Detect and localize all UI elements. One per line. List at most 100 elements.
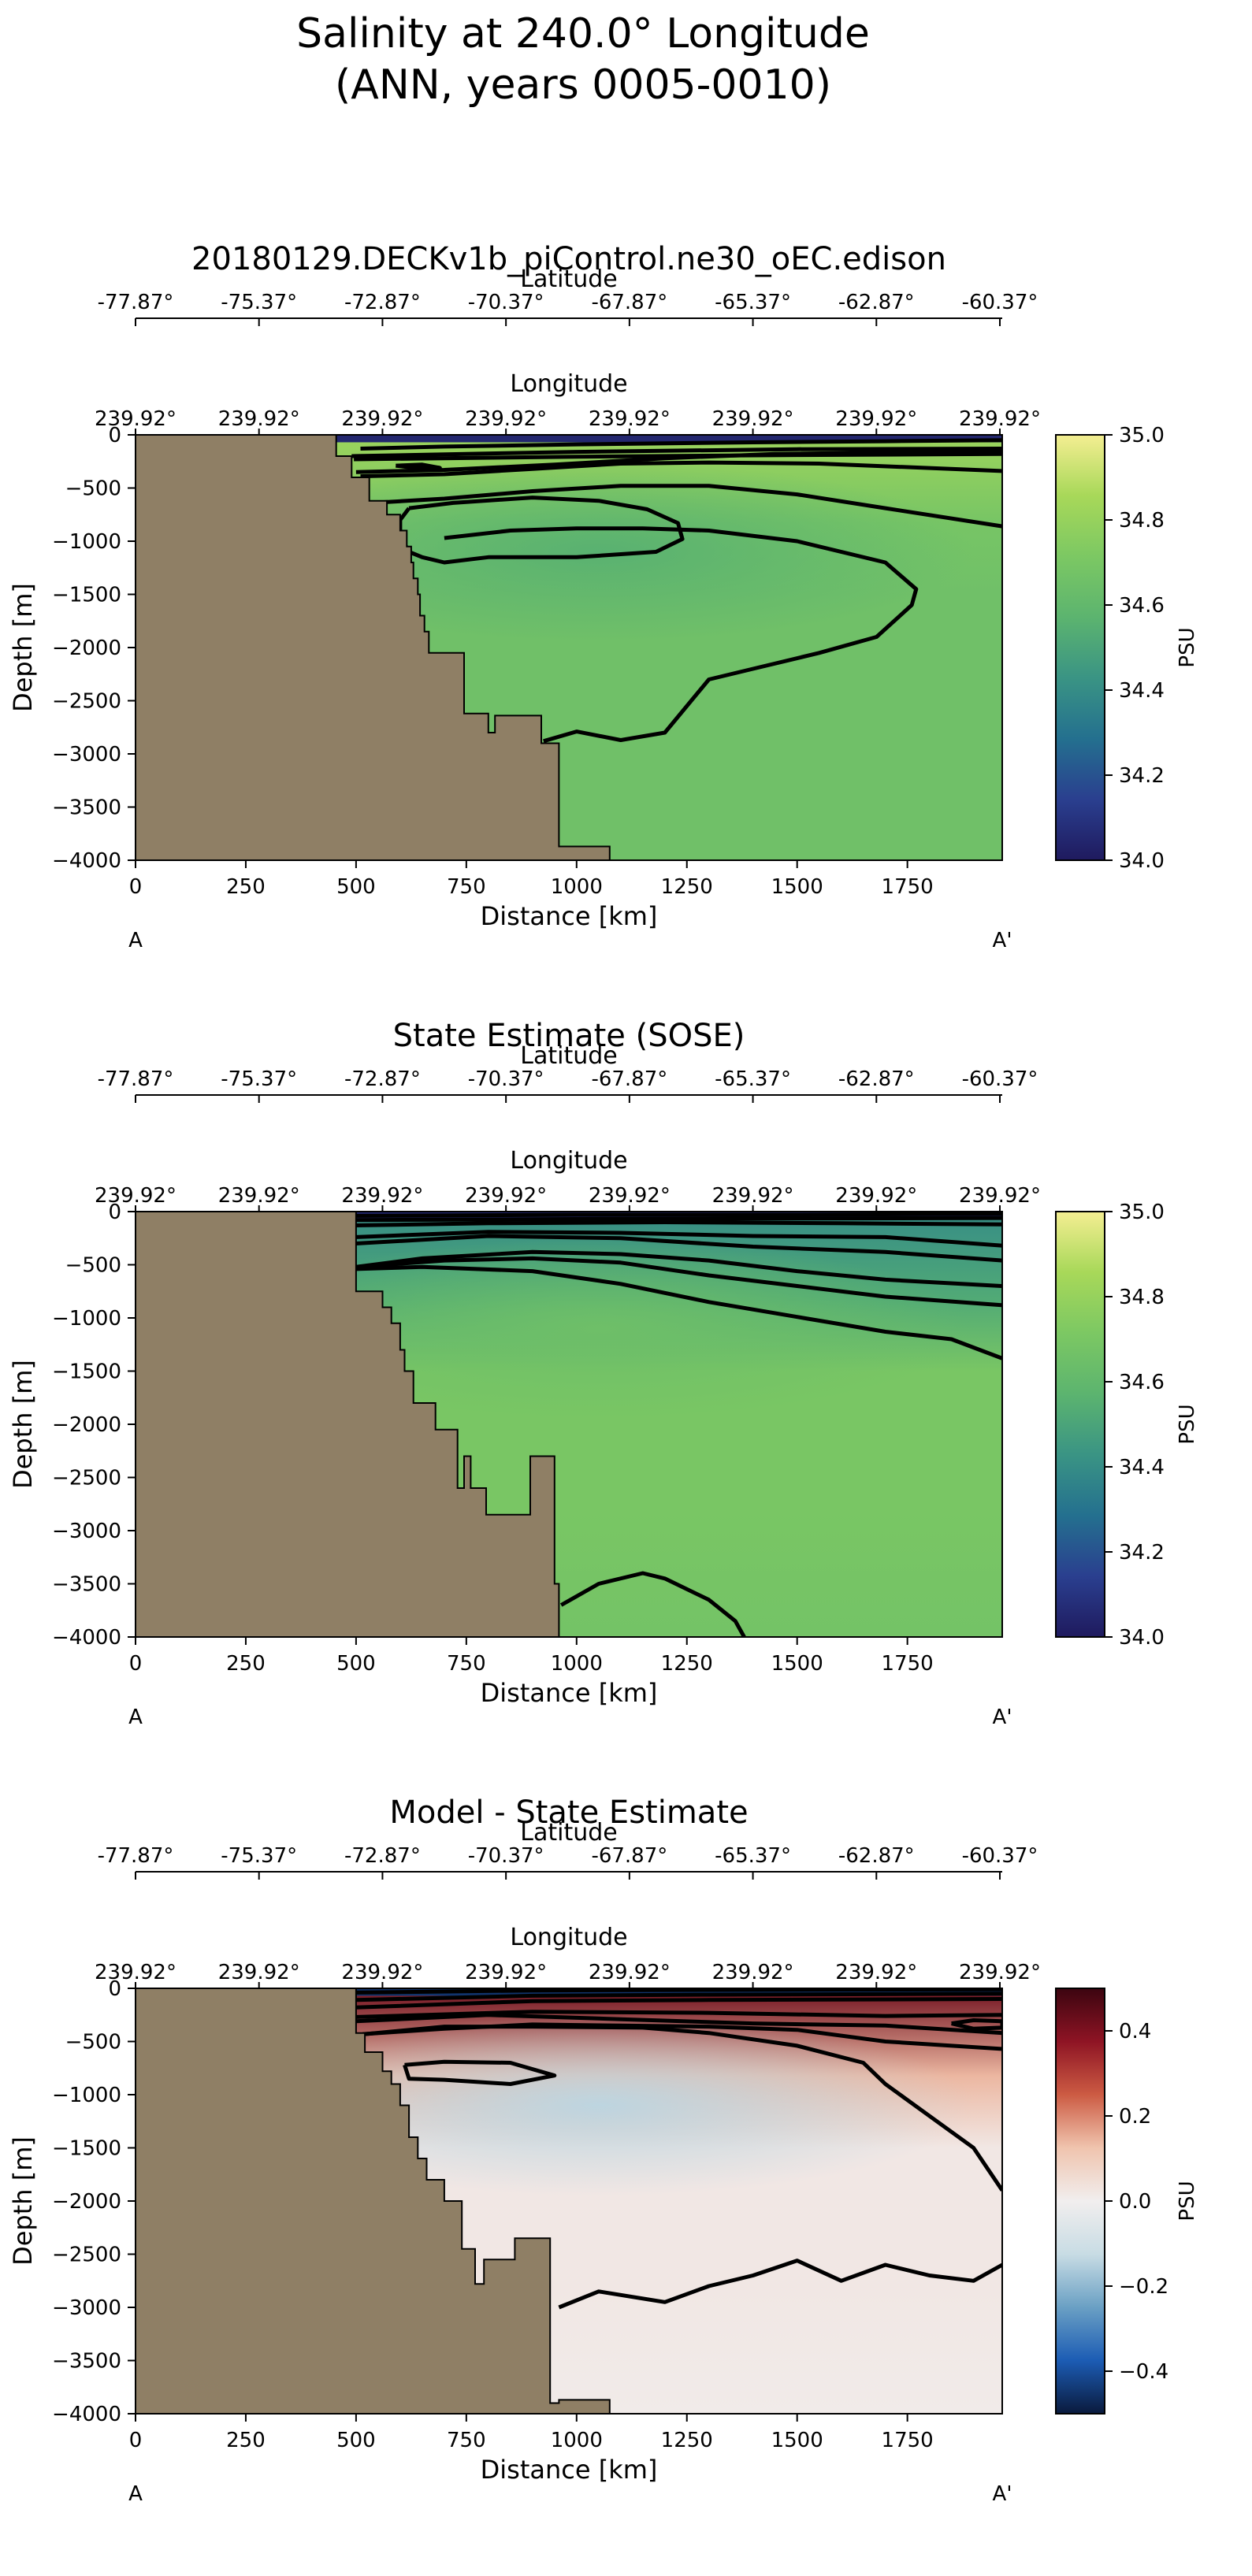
contour-line <box>360 438 1002 451</box>
x-tick-label: 500 <box>336 2429 376 2452</box>
latitude-tick-label: -65.37° <box>715 1067 791 1091</box>
x-tick-label: 1000 <box>551 1652 603 1676</box>
latitude-tick-label: -72.87° <box>344 291 421 314</box>
y-tick-label: 0 <box>108 1201 121 1224</box>
y-axis-label: Depth [m] <box>8 583 38 712</box>
x-tick-label: 1500 <box>771 875 823 899</box>
contour-line <box>371 484 1002 529</box>
panel-model: 20180129.DECKv1b_piControl.ne30_oEC.edis… <box>8 241 1199 952</box>
latitude-tick-label: -67.87° <box>591 291 667 314</box>
latitude-tick-label: -62.87° <box>838 1844 915 1868</box>
colorbar-label: PSU <box>1176 627 1199 667</box>
x-tick-label: 750 <box>447 875 486 899</box>
colorbar-tick-label: 34.4 <box>1119 1456 1165 1479</box>
colorbar-label: PSU <box>1176 1404 1199 1444</box>
x-tick-label: 250 <box>226 875 266 899</box>
x-tick-label: 1750 <box>882 1652 934 1676</box>
salinity-field <box>136 435 1002 860</box>
latitude-tick-label: -75.37° <box>221 291 297 314</box>
latitude-tick-label: -75.37° <box>221 1844 297 1868</box>
contour-line <box>355 1249 1002 1288</box>
x-tick-label: 1250 <box>661 2429 713 2452</box>
y-tick-label: −2500 <box>52 690 121 714</box>
colorbar <box>1055 434 1105 861</box>
colorbar-tick-label: 34.0 <box>1119 849 1165 873</box>
longitude-tick-label: 239.92° <box>712 407 794 431</box>
colorbar-tick-label: 34.2 <box>1119 1541 1165 1565</box>
x-axis-label: Distance [km] <box>481 901 658 931</box>
y-tick-label: −1500 <box>52 1360 121 1384</box>
latitude-tick-label: -77.87° <box>98 291 174 314</box>
panel-title: State Estimate (SOSE) <box>393 1018 745 1054</box>
latitude-tick-label: -62.87° <box>838 291 915 314</box>
x-tick-label: 1250 <box>661 875 713 899</box>
contour-line <box>444 526 919 744</box>
y-tick-label: −3500 <box>52 1573 121 1597</box>
y-tick-label: −2000 <box>52 637 121 660</box>
x-tick-label: 0 <box>129 2429 143 2452</box>
contour-line <box>355 1991 1002 2003</box>
latitude-tick-label: -60.37° <box>962 1067 1038 1091</box>
y-tick-label: −3000 <box>52 1520 121 1543</box>
section-end-label: A' <box>993 2482 1012 2506</box>
colorbar-tick-label: 35.0 <box>1119 1201 1165 1224</box>
colorbar-tick-label: 34.0 <box>1119 1626 1165 1650</box>
x-tick-label: 0 <box>129 1652 143 1676</box>
x-tick-label: 500 <box>336 1652 376 1676</box>
longitude-tick-label: 239.92° <box>835 407 917 431</box>
latitude-axis-label: Latitude <box>520 1042 617 1070</box>
latitude-axis-label: Latitude <box>520 1819 617 1847</box>
latitude-tick-label: -65.37° <box>715 1844 791 1868</box>
latitude-tick-label: -67.87° <box>591 1844 667 1868</box>
y-tick-label: −3000 <box>52 743 121 766</box>
contour-line <box>355 2013 1002 2036</box>
suptitle-line-2: (ANN, years 0005-0010) <box>335 61 831 109</box>
contour-line <box>403 2059 557 2086</box>
y-tick-label: −1000 <box>52 2084 121 2107</box>
y-tick-label: −3000 <box>52 2296 121 2320</box>
longitude-tick-label: 239.92° <box>835 1184 917 1208</box>
contour-line <box>355 1264 1002 1360</box>
y-tick-label: 0 <box>108 1977 121 2001</box>
contour-line <box>355 1220 1002 1227</box>
contour-line <box>951 2018 1002 2031</box>
contour-line <box>355 2010 1002 2019</box>
longitude-axis-label: Longitude <box>510 370 627 398</box>
x-tick-label: 1500 <box>771 1652 823 1676</box>
x-tick-label: 1000 <box>551 2429 603 2452</box>
x-tick-label: 750 <box>447 1652 486 1676</box>
colorbar-tick-label: 34.4 <box>1119 679 1165 703</box>
y-tick-label: −2500 <box>52 2244 121 2267</box>
section-start-label: A <box>128 1706 143 1729</box>
surface-layer <box>136 435 1002 443</box>
y-axis-label: Depth [m] <box>8 1360 38 1489</box>
longitude-tick-label: 239.92° <box>465 1961 547 1984</box>
longitude-tick-label: 239.92° <box>341 1184 423 1208</box>
y-tick-label: −1500 <box>52 2137 121 2161</box>
y-tick-label: −2000 <box>52 2190 121 2214</box>
latitude-tick-label: -70.37° <box>468 1844 544 1868</box>
longitude-tick-label: 239.92° <box>95 1184 176 1208</box>
contour-line <box>558 2259 1002 2310</box>
y-tick-label: −4000 <box>52 849 121 873</box>
contour-line <box>355 1997 1002 2010</box>
y-tick-label: −2500 <box>52 1467 121 1490</box>
colorbar-tick-label: 34.8 <box>1119 509 1165 533</box>
y-tick-label: −1500 <box>52 584 121 607</box>
latitude-tick-label: -67.87° <box>591 1067 667 1091</box>
longitude-tick-label: 239.92° <box>589 1961 671 1984</box>
longitude-tick-label: 239.92° <box>959 1961 1041 1984</box>
longitude-tick-label: 239.92° <box>712 1184 794 1208</box>
longitude-tick-label: 239.92° <box>959 1184 1041 1208</box>
colorbar-label: PSU <box>1176 2181 1199 2221</box>
x-axis-label: Distance [km] <box>481 2455 658 2485</box>
y-tick-label: −4000 <box>52 1626 121 1650</box>
x-axis-label: Distance [km] <box>481 1678 658 1708</box>
x-tick-label: 500 <box>336 875 376 899</box>
y-tick-label: −3500 <box>52 796 121 820</box>
y-tick-label: −3500 <box>52 2350 121 2374</box>
contour-line <box>355 1256 1002 1308</box>
contour-line <box>360 460 1002 479</box>
salinity-field <box>136 1212 1002 1637</box>
